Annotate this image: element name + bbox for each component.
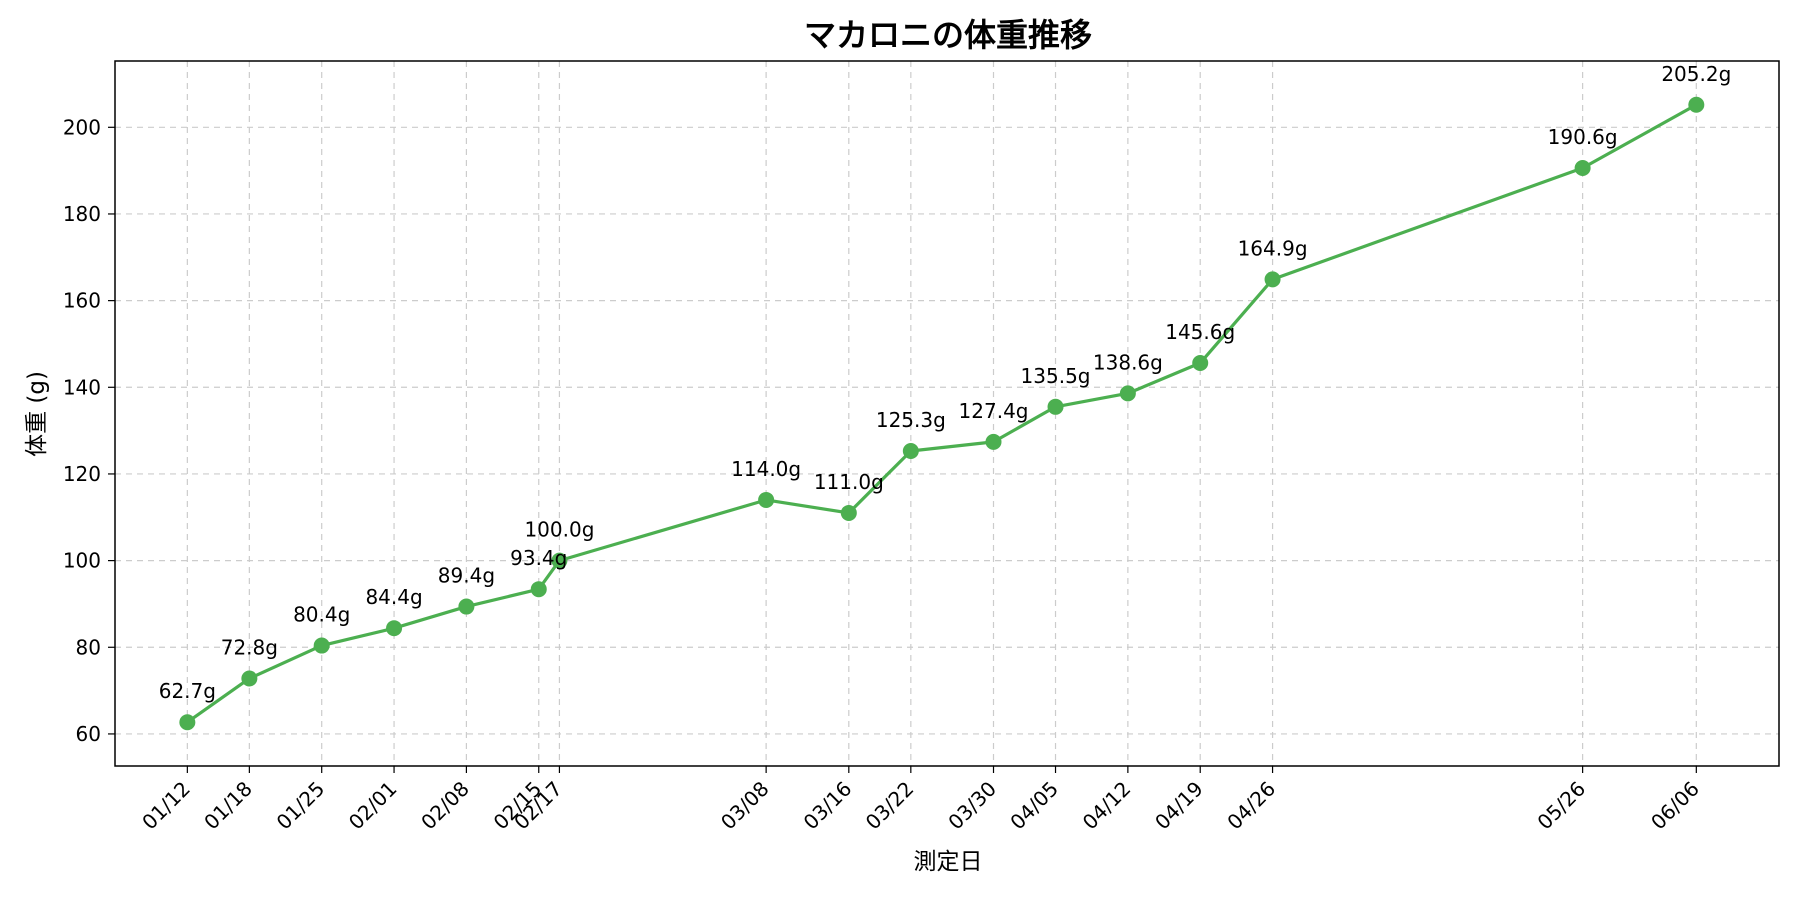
x-axis-title: 測定日 (914, 849, 983, 875)
x-tick-label: 03/22 (861, 777, 919, 835)
data-label: 93.4g (510, 546, 567, 570)
chart-title: マカロニの体重推移 (804, 16, 1092, 54)
y-tick-label: 180 (63, 202, 101, 226)
data-label: 190.6g (1548, 125, 1618, 149)
y-tick-label: 200 (63, 115, 101, 139)
data-label: 138.6g (1093, 350, 1163, 374)
data-point (313, 637, 330, 654)
x-tick-label: 05/26 (1532, 777, 1590, 835)
x-tick-label: 02/08 (416, 777, 474, 835)
data-point (902, 442, 919, 459)
plot-frame (114, 60, 1780, 767)
y-tick-label: 120 (63, 462, 101, 486)
x-tick-label: 02/01 (344, 777, 402, 835)
data-point (386, 620, 403, 637)
y-tick-label: 80 (76, 635, 101, 659)
data-label: 125.3g (876, 408, 946, 432)
y-axis-title: 体重 (g) (24, 371, 50, 457)
data-label: 205.2g (1661, 62, 1731, 86)
x-tick-label: 01/12 (137, 777, 195, 835)
data-point (458, 598, 475, 615)
y-tick-label: 160 (63, 289, 101, 313)
data-label: 114.0g (731, 457, 801, 481)
y-tick-label: 100 (63, 549, 101, 573)
data-point (1119, 385, 1136, 402)
x-tick-label: 06/06 (1646, 777, 1704, 835)
x-tick-label: 01/18 (199, 777, 257, 835)
x-tick-label: 04/19 (1150, 777, 1208, 835)
data-label: 127.4g (959, 399, 1029, 423)
data-label: 145.6g (1165, 320, 1235, 344)
x-tick-label: 03/30 (943, 777, 1001, 835)
data-point (179, 714, 196, 731)
data-point (840, 504, 857, 521)
y-tick-label: 60 (76, 722, 101, 746)
x-tick-label: 04/12 (1078, 777, 1136, 835)
data-point (1192, 355, 1209, 372)
data-label: 72.8g (221, 635, 278, 659)
data-point (1688, 96, 1705, 113)
x-tick-label: 03/08 (716, 777, 774, 835)
x-tick-label: 04/05 (1005, 777, 1063, 835)
x-tick-label: 04/26 (1222, 777, 1280, 835)
x-tick-label: 01/25 (272, 777, 330, 835)
data-point (530, 581, 547, 598)
data-label: 164.9g (1238, 236, 1308, 260)
grid-layer (115, 61, 1779, 766)
data-point (1047, 398, 1064, 415)
data-label: 84.4g (365, 585, 422, 609)
x-tick-label: 03/16 (799, 777, 857, 835)
data-point (1574, 160, 1591, 177)
data-label: 100.0g (524, 518, 594, 542)
data-label: 111.0g (814, 470, 884, 494)
data-label: 89.4g (438, 564, 495, 588)
point-layer (179, 96, 1705, 731)
data-point (985, 433, 1002, 450)
y-tick-label: 140 (63, 375, 101, 399)
data-point (758, 491, 775, 508)
data-label: 80.4g (293, 603, 350, 627)
data-label: 62.7g (159, 679, 216, 703)
data-point (1264, 271, 1281, 288)
y-axis: 60 80 100 120 140 160 180 200 (63, 115, 115, 746)
data-point (551, 552, 568, 569)
data-label: 135.5g (1021, 364, 1091, 388)
data-point (241, 670, 258, 687)
